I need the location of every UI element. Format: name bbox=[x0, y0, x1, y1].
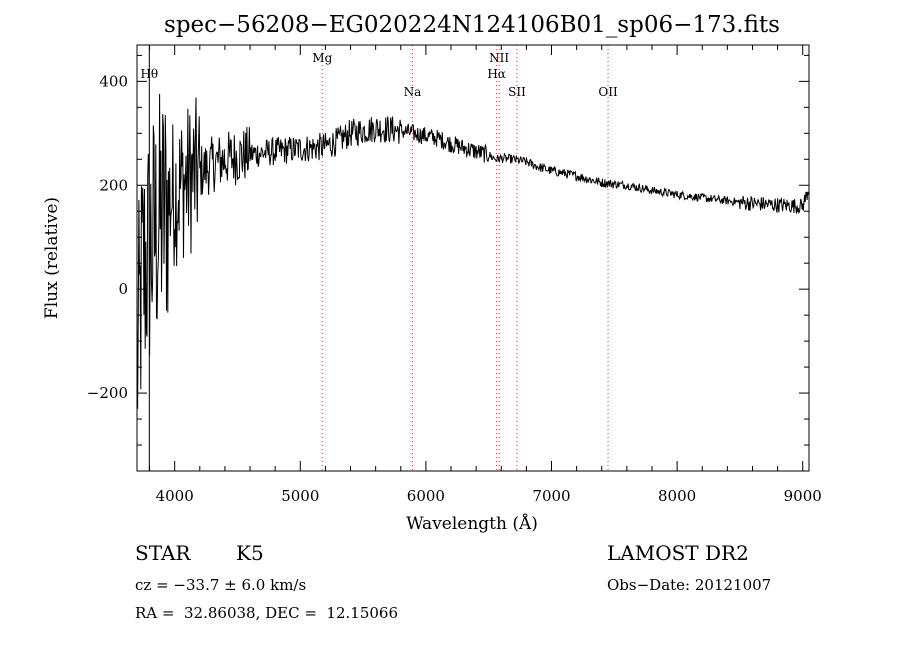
coordinates: RA = 32.86038, DEC = 12.15066 bbox=[135, 604, 399, 622]
marker-label-hθ: Hθ bbox=[140, 67, 158, 81]
x-tick-label: 4000 bbox=[156, 487, 194, 505]
y-tick-label: 400 bbox=[99, 72, 128, 90]
marker-label-oii: OII bbox=[598, 85, 618, 99]
y-tick-label: 0 bbox=[118, 280, 128, 298]
plot-frame bbox=[136, 44, 810, 472]
chart-title: spec−56208−EG020224N124106B01_sp06−173.f… bbox=[164, 12, 780, 38]
x-tick-label: 8000 bbox=[658, 487, 696, 505]
survey-name: LAMOST DR2 bbox=[607, 541, 749, 565]
y-axis-label: Flux (relative) bbox=[42, 197, 62, 319]
object-class: STAR bbox=[135, 541, 191, 565]
marker-label-hα: Hα bbox=[487, 67, 506, 81]
marker-label-mg: Mg bbox=[312, 51, 332, 65]
x-axis-ticks: 4000 5000 6000 7000 8000 9000 bbox=[149, 45, 822, 505]
redshift-velocity: cz = −33.7 ± 6.0 km/s bbox=[135, 576, 307, 594]
x-tick-label: 6000 bbox=[407, 487, 445, 505]
x-tick-label: 5000 bbox=[281, 487, 319, 505]
y-tick-label: 200 bbox=[99, 176, 128, 194]
object-subclass: K5 bbox=[236, 541, 264, 565]
y-tick-label: −200 bbox=[87, 384, 128, 402]
y-axis-ticks: −200 0 200 400 bbox=[87, 54, 809, 446]
observation-date: Obs−Date: 20121007 bbox=[607, 576, 772, 594]
x-tick-label: 9000 bbox=[784, 487, 822, 505]
x-axis-label: Wavelength (Å) bbox=[406, 513, 538, 534]
x-tick-label: 7000 bbox=[532, 487, 570, 505]
spectrum-line bbox=[136, 93, 810, 409]
marker-label-na: Na bbox=[404, 85, 422, 99]
marker-label-sii: SII bbox=[508, 85, 526, 99]
marker-label-nii: NII bbox=[489, 51, 509, 65]
